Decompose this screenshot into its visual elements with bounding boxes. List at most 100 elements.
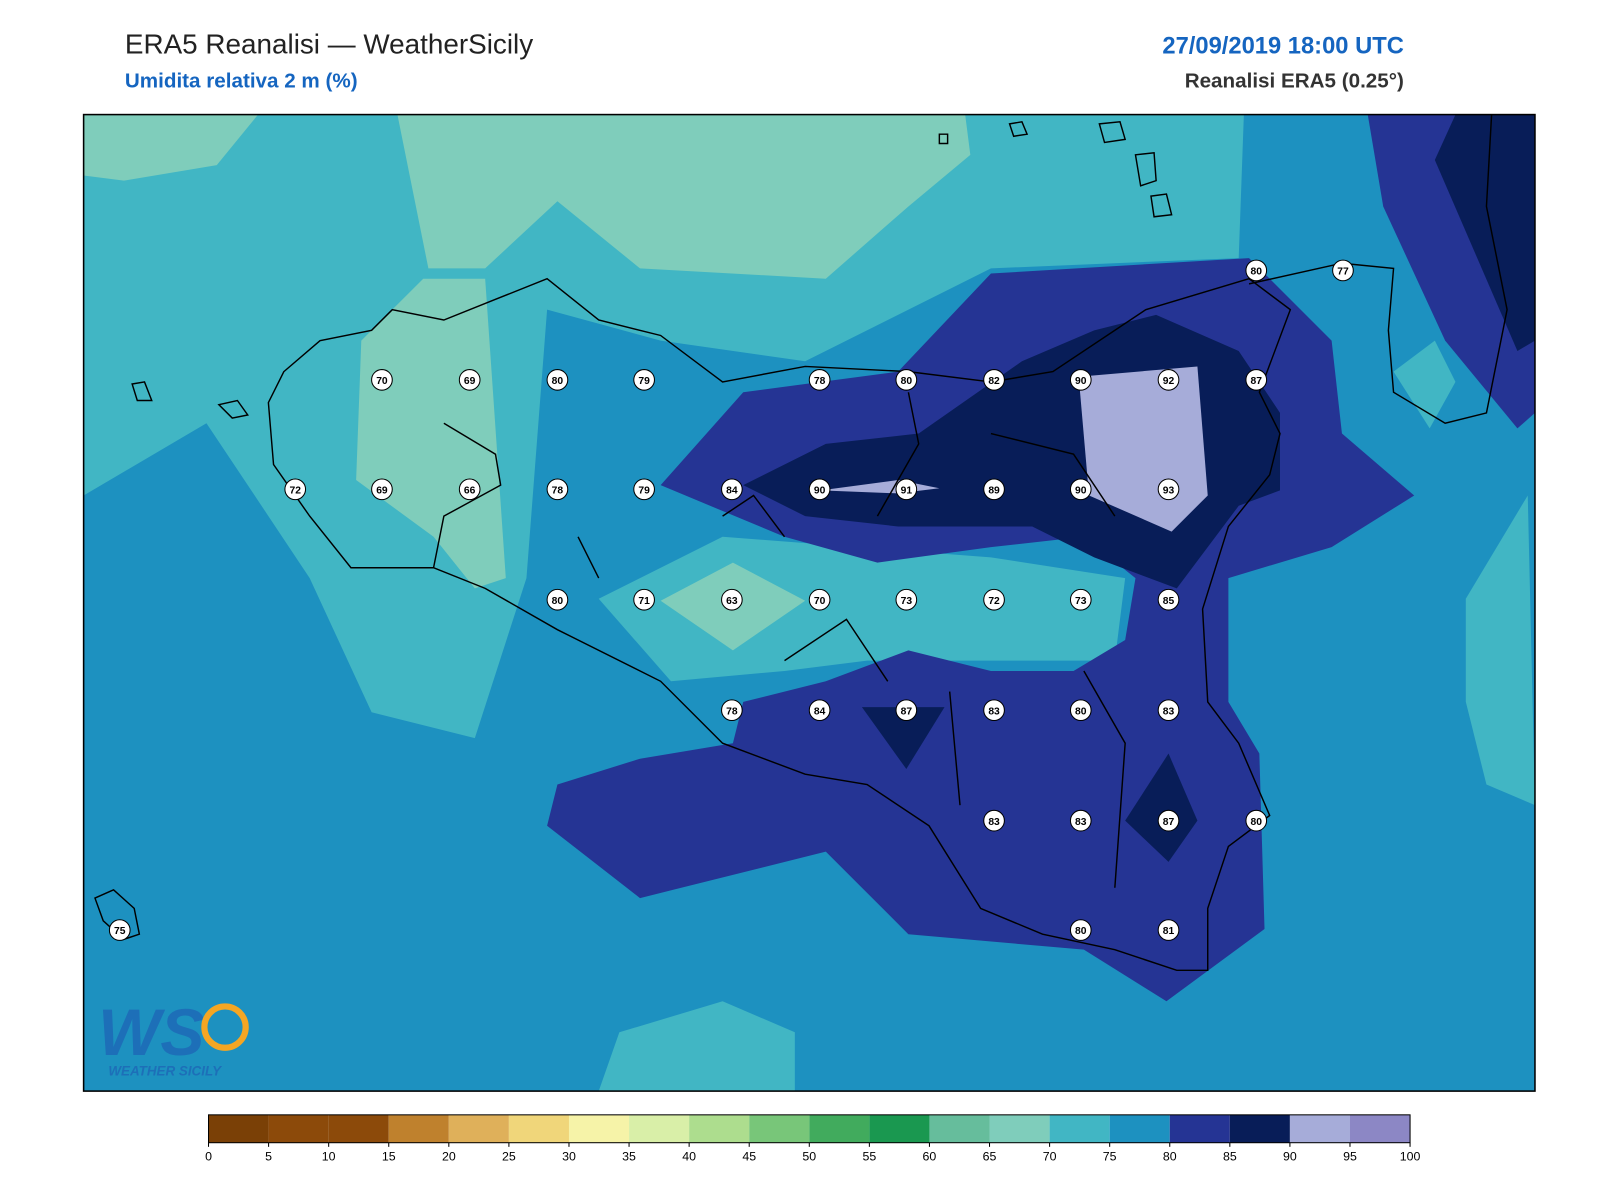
field: 80 77 70 69 80 79 78 80 82 90 92 87 72 69 66 78 79 84 90 91… bbox=[83, 114, 1535, 1092]
station-value: 87 bbox=[901, 706, 913, 717]
station-value: 80 bbox=[901, 376, 913, 387]
station-marker bbox=[1069, 919, 1092, 941]
station-value: 84 bbox=[726, 485, 738, 496]
station-marker bbox=[1069, 478, 1092, 501]
colorbar-segment bbox=[388, 1114, 449, 1143]
station-marker bbox=[983, 478, 1005, 501]
station-marker bbox=[633, 369, 655, 391]
station-value: 83 bbox=[1075, 817, 1087, 828]
station-value: 90 bbox=[1075, 376, 1087, 387]
station-marker bbox=[895, 588, 918, 611]
station-marker bbox=[808, 369, 831, 391]
station-marker bbox=[108, 919, 131, 941]
station-marker bbox=[1157, 478, 1180, 501]
station-marker bbox=[895, 369, 918, 391]
station-marker bbox=[895, 478, 918, 501]
colorbar-tick-label: 80 bbox=[1163, 1149, 1177, 1163]
colorbar-tick-label: 45 bbox=[742, 1149, 756, 1163]
station-marker bbox=[633, 588, 655, 611]
colorbar-segment bbox=[1109, 1114, 1170, 1143]
station-marker bbox=[808, 699, 831, 722]
colorbar-segment bbox=[629, 1114, 690, 1143]
colorbar-tick-label: 75 bbox=[1103, 1149, 1117, 1163]
logo-name: WEATHER SICILY bbox=[108, 1064, 222, 1079]
colorbar-tick-label: 35 bbox=[622, 1149, 636, 1163]
colorbar-tick-label: 30 bbox=[562, 1149, 576, 1163]
colorbar-tick-label: 15 bbox=[382, 1149, 396, 1163]
colorbar-tick-label: 50 bbox=[802, 1149, 816, 1163]
station-marker bbox=[458, 369, 481, 391]
station-value: 80 bbox=[1251, 267, 1263, 278]
station-value: 75 bbox=[114, 926, 126, 937]
colorbar-segment bbox=[1349, 1114, 1411, 1143]
station-marker bbox=[1069, 809, 1092, 832]
station-value: 69 bbox=[376, 485, 388, 496]
colorbar: 0 5 10 15 20 25 30 35 40 45 50 55 60 65 70 75 80 85 90 95 10… bbox=[205, 1114, 1421, 1163]
station-value: 80 bbox=[1251, 817, 1263, 828]
station-marker bbox=[546, 369, 569, 391]
station-marker bbox=[895, 699, 918, 722]
colorbar-segment bbox=[749, 1114, 810, 1143]
colorbar-tick-label: 65 bbox=[983, 1149, 997, 1163]
station-value: 78 bbox=[552, 485, 564, 496]
colorbar-tick-label: 10 bbox=[322, 1149, 336, 1163]
colorbar-tick-label: 95 bbox=[1343, 1149, 1357, 1163]
station-value: 80 bbox=[1075, 926, 1087, 937]
station-marker bbox=[983, 369, 1005, 391]
colorbar-tick-label: 90 bbox=[1283, 1149, 1297, 1163]
colorbar-segment bbox=[689, 1114, 750, 1143]
colorbar-segment bbox=[208, 1114, 269, 1143]
station-marker bbox=[1069, 369, 1092, 391]
station-value: 92 bbox=[1163, 376, 1175, 387]
colorbar-segment bbox=[328, 1114, 389, 1143]
map-frame bbox=[82, 113, 1536, 1092]
station-value: 93 bbox=[1163, 485, 1175, 496]
station-marker bbox=[371, 369, 393, 391]
station-value: 87 bbox=[1163, 817, 1175, 828]
station-marker bbox=[546, 478, 569, 501]
station-value: 89 bbox=[988, 485, 1000, 496]
coastline bbox=[94, 114, 1508, 972]
station-marker bbox=[1069, 699, 1092, 722]
colorbar-tick-label: 55 bbox=[862, 1149, 876, 1163]
station-value: 83 bbox=[988, 706, 1000, 717]
station-value: 73 bbox=[1075, 596, 1087, 607]
station-marker bbox=[371, 478, 393, 501]
colorbar-segment bbox=[568, 1114, 630, 1143]
station-value: 85 bbox=[1163, 596, 1175, 607]
station-value: 71 bbox=[638, 596, 650, 607]
logo-mark: WS bbox=[98, 995, 204, 1069]
station-marker bbox=[1157, 809, 1180, 832]
station-value: 69 bbox=[464, 376, 476, 387]
station-marker bbox=[1157, 588, 1180, 611]
station-value: 79 bbox=[638, 485, 650, 496]
station-marker bbox=[983, 809, 1005, 832]
station-marker bbox=[808, 588, 831, 611]
colorbar-tick-label: 5 bbox=[265, 1149, 272, 1163]
station-value: 80 bbox=[1075, 706, 1087, 717]
station-marker bbox=[1157, 919, 1180, 941]
station-value: 83 bbox=[1163, 706, 1175, 717]
colorbar-segment bbox=[1049, 1114, 1110, 1143]
station-value: 87 bbox=[1251, 376, 1263, 387]
colorbar-segment bbox=[1169, 1114, 1230, 1143]
station-value: 72 bbox=[289, 485, 301, 496]
colorbar-segment bbox=[929, 1114, 990, 1143]
station-value: 90 bbox=[814, 485, 826, 496]
title: ERA5 Reanalisi — WeatherSicily bbox=[125, 29, 533, 60]
stations: 80 77 70 69 80 79 78 80 82 90 92 87 72 69 66 78 79 84 90 91… bbox=[108, 259, 1354, 941]
station-marker bbox=[721, 699, 743, 722]
station-marker bbox=[808, 478, 831, 501]
station-marker bbox=[1245, 809, 1268, 832]
station-marker bbox=[721, 478, 743, 501]
station-value: 80 bbox=[552, 596, 564, 607]
colorbar-tick-label: 0 bbox=[205, 1149, 212, 1163]
station-marker bbox=[983, 699, 1005, 722]
station-value: 81 bbox=[1163, 926, 1175, 937]
station-value: 77 bbox=[1337, 267, 1349, 278]
source: Reanalisi ERA5 (0.25°) bbox=[1185, 70, 1404, 93]
station-value: 90 bbox=[1075, 485, 1087, 496]
station-marker bbox=[633, 478, 655, 501]
